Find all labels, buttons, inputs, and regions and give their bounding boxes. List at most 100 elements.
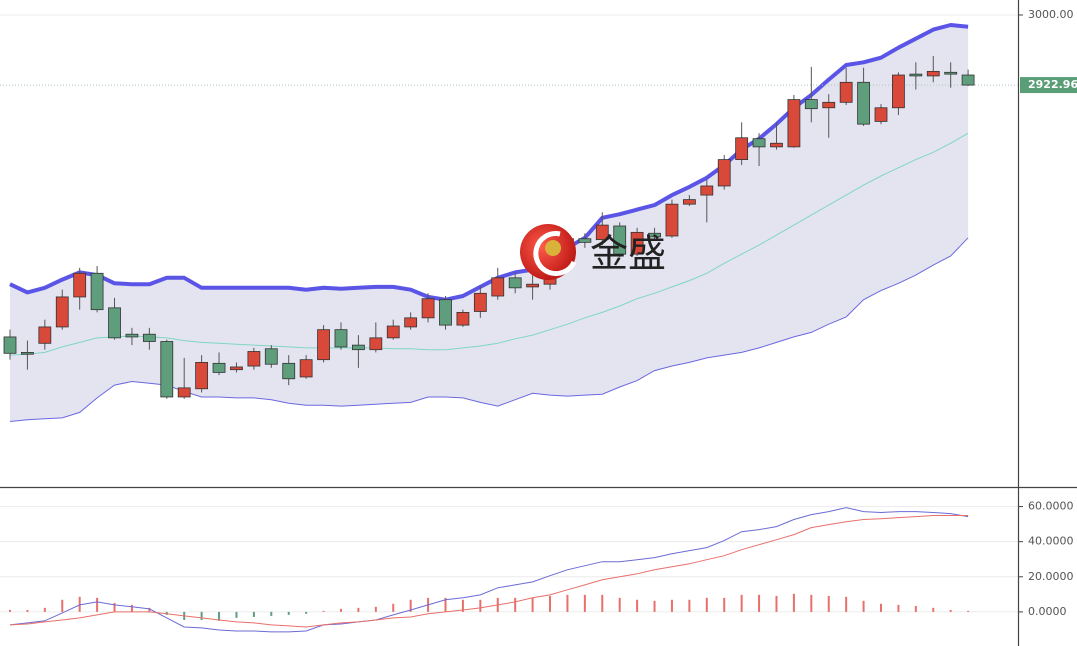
candle-body [38,326,52,344]
y-tick-label: 60.0000 [1028,500,1074,513]
logo-ball [545,240,561,256]
y-tick-label: 40.0000 [1028,535,1074,548]
y-tick-label: 3000.00 [1028,8,1074,21]
histogram-bar [43,607,46,612]
histogram-bar [305,611,308,614]
candle-body [334,329,348,348]
y-tick-label: 0.0000 [1028,605,1067,618]
histogram-bar [705,597,708,612]
candle-body [491,277,505,297]
histogram-bar [148,607,151,612]
histogram-bar [322,610,325,612]
candle-body [613,225,627,255]
candle-body [700,185,714,196]
histogram-bar [810,594,813,612]
histogram-bar [583,594,586,612]
candle-body [473,292,487,312]
watermark: 金盛 [590,232,666,276]
histogram-bar [688,599,691,612]
histogram-bar [357,607,360,612]
candle-body [787,99,801,148]
band-layer [9,23,969,422]
candle-body [142,333,156,342]
candle-body [717,159,731,187]
candle-body [909,73,923,77]
candle-body [21,352,34,355]
histogram-bar [758,594,761,612]
candle-body [3,336,17,354]
histogram-bar [723,597,726,612]
histogram-bar [252,611,255,617]
candle-body [595,224,609,241]
candle-body [299,359,313,378]
logo: 金盛 [520,224,666,280]
histogram-bar [914,605,917,612]
band-fill [10,25,969,422]
histogram-bar [61,599,64,612]
candle-body [212,362,226,373]
candle-body [351,344,365,351]
y-tick-label: 20.0000 [1028,570,1074,583]
histogram-bar [270,611,273,616]
candle-body [386,325,400,339]
candle-body [177,387,191,398]
candle-body [55,296,69,328]
band-upper [9,23,969,302]
candle-body [421,298,435,319]
candle-body [944,71,958,75]
candle-body [665,203,679,237]
indicator-line [9,507,969,633]
candle-body [195,362,209,390]
histogram-bar [949,609,952,612]
candle-body [526,283,539,288]
candle-body [264,348,278,365]
histogram-bar [775,595,778,612]
histogram-bar [862,600,865,612]
histogram-bar [653,600,656,612]
histogram-bar [827,595,830,612]
candle-body [73,272,87,298]
histogram-bar [967,610,970,612]
candle-body [770,142,783,148]
histogram-bar [792,593,795,612]
candle-body [317,329,330,361]
histogram-bar [235,611,238,618]
histogram-bar [897,604,900,612]
histogram-bar [932,607,935,612]
histogram-bar [880,603,882,612]
histogram-bar [461,599,464,612]
histogram-bar [374,606,377,612]
histogram-bar [740,594,743,612]
logo-swoosh [533,231,577,277]
axis-layer: 3000.00 2922.96 60.0000 40.0000 20.0000 0.000… [1018,8,1077,618]
candle-body [839,81,853,103]
histogram-bar [9,609,11,612]
histogram-bar [339,608,342,612]
candle-body [230,366,243,371]
candle-body [961,74,975,86]
histogram-bar [26,609,29,612]
candle-body [508,277,522,289]
candle-body [822,101,836,109]
candle-body [578,238,592,243]
last-price-label: 2922.96 [1028,78,1077,91]
last-price-box [1020,77,1077,94]
histogram-bar [514,597,517,612]
histogram-bar [392,603,395,612]
candle-body [369,337,383,351]
candle-body [456,311,470,326]
candle-body [874,107,888,122]
histogram-bar [601,594,604,612]
histogram-bar [287,611,290,615]
candle-body [752,138,766,148]
candle-body [247,351,261,367]
candle-body [648,232,661,238]
histogram-bar [78,596,81,612]
candle-body [404,317,418,328]
candle-body [630,231,644,255]
candle-body [857,81,870,125]
histogram-bar [566,594,569,612]
candle-body [804,99,818,110]
